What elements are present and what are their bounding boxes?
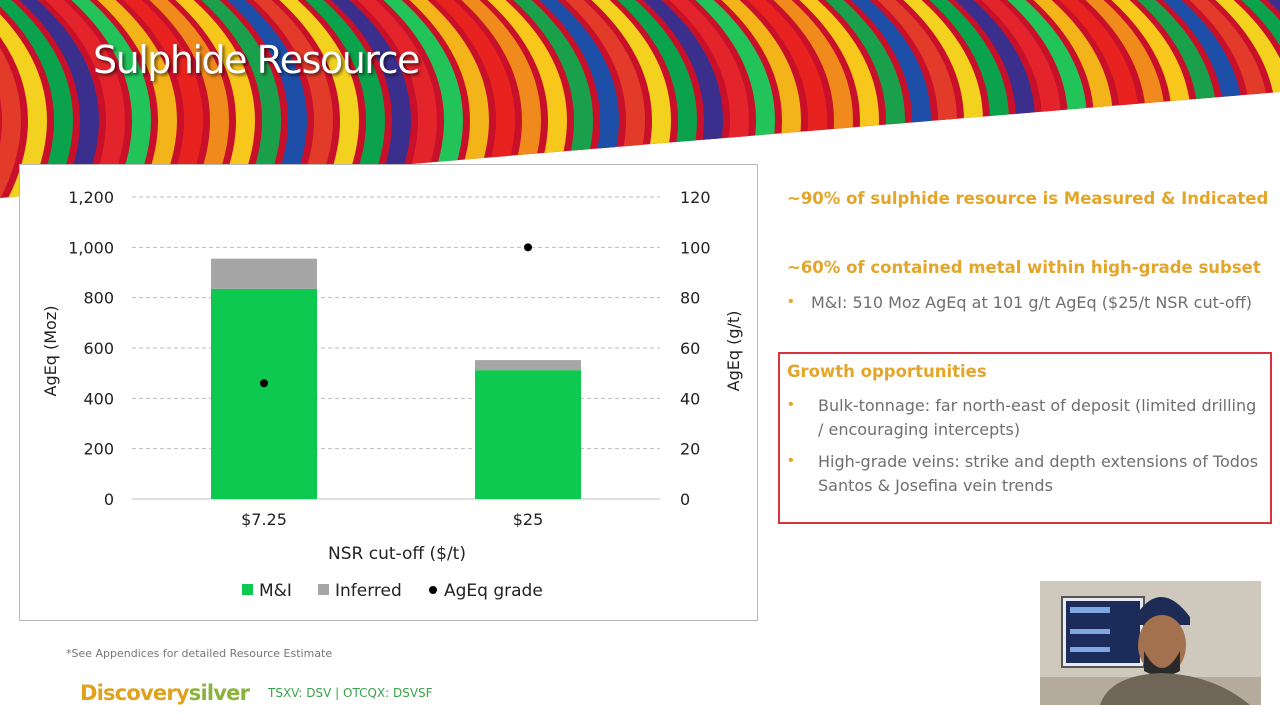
bar-inferred [475,360,581,371]
banner-stripe [60,0,151,198]
resource-chart: 0 200 400 600 800 1,000 1,200 0 20 40 60 80 100 120 $7… [41,188,743,601]
y-tick-label: 400 [83,389,114,408]
stock-tickers: TSXV: DSV | OTCQX: DSVSF [268,686,433,700]
grade-point [524,243,532,252]
y2-tick-label: 20 [680,440,700,459]
company-logo: Discoverysilver [80,681,250,705]
banner-stripe [112,0,203,198]
legend-label-inferred: Inferred [335,581,402,601]
banner-stripe [0,0,47,198]
growth-bullet-bulk-line1: Bulk-tonnage: far north-east of deposit … [818,396,1257,415]
legend-marker-grade [429,586,437,594]
banner-stripe [86,0,177,198]
growth-bullet-veins-line2: Santos & Josefina vein trends [818,476,1053,495]
logo-part1: Discovery [80,681,190,705]
y2-tick-label: 40 [680,389,700,408]
bullet-marker: • [788,396,794,413]
y-tick-label: 600 [83,339,114,358]
y2-tick-label: 100 [680,238,711,257]
banner-stripe [294,0,385,198]
banner-stripe [190,0,281,198]
banner-stripe [138,0,229,198]
growth-bullet-veins-line1: High-grade veins: strike and depth exten… [818,452,1259,471]
banner-stripe [0,0,73,198]
banner-stripe [346,0,437,198]
banner-stripe [164,0,255,198]
logo-part2: silver [188,681,250,705]
presenter-webcam [1040,581,1261,705]
y2-tick-label: 80 [680,289,700,308]
banner-image [0,0,1280,198]
bullet-marker: • [788,293,794,310]
growth-title: Growth opportunities [787,362,987,381]
headline-measured-indicated: ~90% of sulphide resource is Measured & … [787,189,1269,208]
legend-label-grade: AgEq grade [444,581,543,601]
banner-stripe [8,0,99,198]
x-tick-label: $25 [513,510,544,529]
growth-bullet-veins: High-grade veins: strike and depth exten… [818,450,1258,498]
y-tick-label: 200 [83,440,114,459]
banner-stripe [216,0,307,198]
bullet-marker: • [788,452,794,469]
y-tick-label: 0 [104,490,114,509]
headline-high-grade: ~60% of contained metal within high-grad… [787,258,1261,277]
banner-stripe [34,0,125,198]
growth-bullet-bulk-line2: / encouraging intercepts) [818,420,1021,439]
growth-opportunities-box: Growth opportunities • Bulk-tonnage: far… [778,352,1272,524]
x-tick-label: $7.25 [241,510,287,529]
y-tick-label: 800 [83,289,114,308]
legend-label-mi: M&I [259,581,292,601]
banner-stripe [242,0,333,198]
growth-bullet-bulk: Bulk-tonnage: far north-east of deposit … [818,394,1256,442]
banner-stripe [320,0,411,198]
presenter-video-frame [1040,581,1261,705]
y-axis-label: AgEq (Moz) [41,306,60,397]
bar-mi [211,288,317,499]
y2-tick-label: 0 [680,490,690,509]
y2-tick-label: 120 [680,188,711,207]
legend-swatch-mi [242,584,253,595]
footnote: *See Appendices for detailed Resource Es… [66,647,333,660]
grade-point [260,379,268,388]
y2-tick-label: 60 [680,339,700,358]
banner-stripe [268,0,359,198]
y2-axis-label: AgEq (g/t) [724,311,743,392]
legend-swatch-inferred [318,584,329,595]
x-axis-label: NSR cut-off ($/t) [328,544,466,564]
legend: M&I Inferred AgEq grade [242,581,543,601]
slide-title: Sulphide Resource [93,38,420,82]
chart-frame: 0 200 400 600 800 1,000 1,200 0 20 40 60 80 100 120 $7… [19,164,758,621]
y-tick-label: 1,000 [68,238,114,257]
bar-inferred [211,258,317,289]
bar-mi [475,370,581,499]
y-tick-label: 1,200 [68,188,114,207]
bullet-mi-summary: M&I: 510 Moz AgEq at 101 g/t AgEq ($25/t… [811,293,1252,312]
